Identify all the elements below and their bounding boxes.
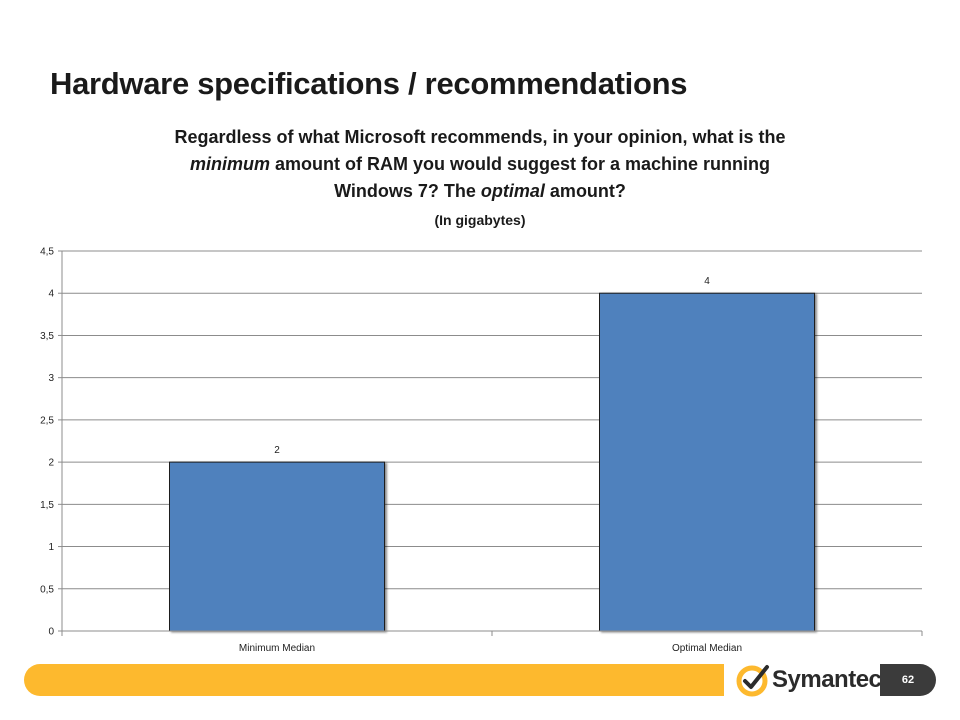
y-tick-label: 3 [48, 373, 54, 384]
x-category-label: Optimal Median [672, 643, 742, 654]
data-label: 2 [274, 445, 280, 456]
y-tick-label: 1 [48, 542, 54, 553]
question-line-3-end: amount? [544, 181, 626, 201]
bars [169, 292, 815, 632]
bar-2 [599, 292, 815, 632]
symantec-logo: Symantec . [736, 660, 884, 700]
y-tick-label: 2,5 [40, 415, 54, 426]
chart-question: Regardless of what Microsoft recommends,… [100, 124, 860, 205]
bar-1 [169, 461, 385, 632]
data-label: 4 [704, 276, 710, 287]
y-tick-label: 4,5 [40, 247, 54, 258]
footer-bar [24, 664, 724, 696]
check-circle-icon [736, 665, 769, 697]
axes: 0 0,5 1 1,5 2 2,5 3 3,5 4 4,5 2 Minimum Median 4 Opti… [40, 247, 923, 654]
question-optimal-word: optimal [480, 181, 545, 201]
question-line-1: Regardless of what Microsoft recommends,… [174, 127, 786, 147]
chart-units: (In gigabytes) [434, 212, 526, 228]
y-tick-label: 2 [48, 458, 54, 469]
x-category-label: Minimum Median [239, 643, 315, 654]
y-tick-label: 0 [48, 627, 54, 638]
question-line-3: Windows 7? The [334, 181, 481, 201]
y-tick-label: 3,5 [40, 331, 54, 342]
question-minimum-word: minimum [189, 154, 270, 174]
y-tick-label: 1,5 [40, 500, 54, 511]
question-line-2: amount of RAM you would suggest for a ma… [270, 154, 771, 174]
page-number: 62 [880, 664, 936, 696]
logo-text: Symantec [772, 666, 882, 693]
y-tick-label: 4 [48, 289, 54, 300]
y-tick-label: 0,5 [40, 584, 54, 595]
slide-title: Hardware specifications / recommendation… [50, 66, 688, 101]
